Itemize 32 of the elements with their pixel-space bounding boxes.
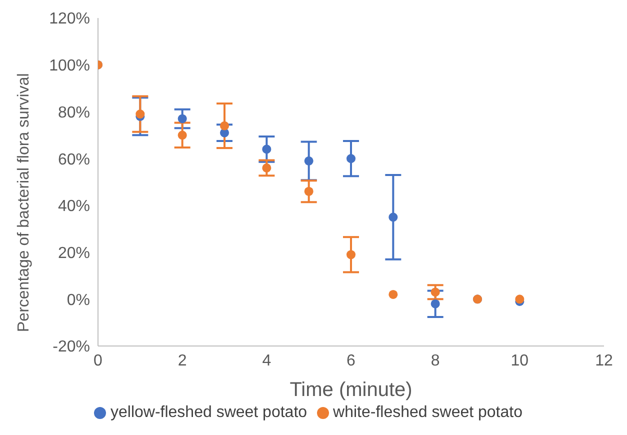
point bbox=[430, 299, 440, 308]
y-tick-label: 0% bbox=[66, 292, 90, 309]
y-tick-label: -20% bbox=[52, 338, 90, 356]
point bbox=[178, 130, 187, 140]
x-axis-title: Time (minute) bbox=[290, 379, 412, 401]
point bbox=[430, 288, 440, 297]
x-tick-label: 2 bbox=[178, 352, 187, 370]
y-axis-title: Percentage of bacterial flora survival bbox=[16, 73, 33, 332]
x-tick-label: 4 bbox=[262, 352, 272, 370]
point bbox=[346, 250, 356, 260]
point bbox=[178, 114, 187, 124]
y-tick-label: 20% bbox=[58, 244, 90, 262]
point bbox=[304, 156, 314, 166]
point bbox=[304, 186, 314, 196]
point bbox=[262, 163, 272, 172]
y-tick-label: 40% bbox=[58, 198, 90, 216]
x-tick-label: 0 bbox=[94, 352, 103, 370]
x-tick-label: 10 bbox=[510, 352, 529, 370]
y-tick-label: 100% bbox=[49, 58, 90, 75]
y-tick-label: 80% bbox=[58, 104, 90, 122]
point bbox=[388, 290, 398, 299]
point bbox=[262, 144, 272, 154]
point bbox=[220, 121, 230, 130]
legend-label: white-fleshed sweet potato bbox=[333, 404, 522, 421]
x-tick-label: 12 bbox=[595, 352, 613, 370]
x-tick-label: 8 bbox=[430, 352, 440, 370]
x-tick-label: 6 bbox=[346, 352, 356, 370]
point bbox=[388, 212, 398, 222]
legend-label: yellow-fleshed sweet potato bbox=[110, 404, 308, 421]
point bbox=[346, 154, 356, 164]
y-tick-label: 120% bbox=[49, 10, 90, 28]
y-tick-label: 60% bbox=[58, 151, 90, 168]
